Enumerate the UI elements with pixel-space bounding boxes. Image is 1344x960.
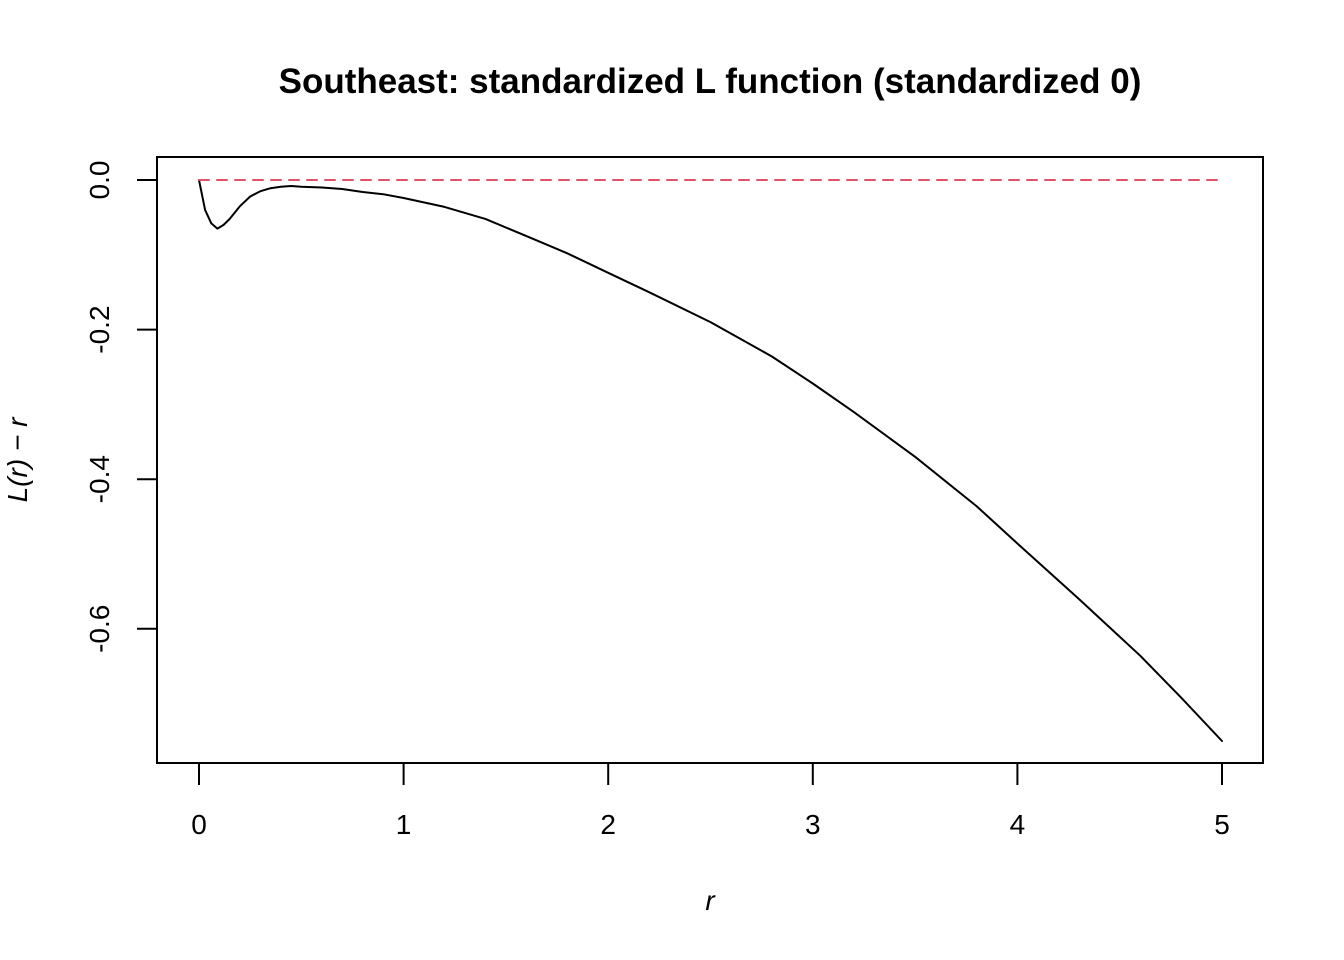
y-axis-label: L(r) − r: [2, 416, 33, 502]
x-axis-label: r: [705, 885, 716, 916]
y-tick-label-2: -0.4: [84, 455, 115, 503]
chart-title: Southeast: standardized L function (stan…: [279, 62, 1142, 101]
x-axis: 0 1 2 3 4 5: [191, 763, 1230, 840]
x-tick-label-0: 0: [191, 809, 207, 840]
y-tick-label-3: -0.6: [84, 605, 115, 653]
x-tick-label-3: 3: [805, 809, 821, 840]
y-tick-label-0: 0.0: [84, 161, 115, 200]
series-line-0: [198, 179, 1223, 742]
x-tick-label-1: 1: [396, 809, 412, 840]
y-axis: 0.0 -0.2 -0.4 -0.6: [84, 161, 157, 653]
x-tick-label-2: 2: [600, 809, 616, 840]
x-tick-label-5: 5: [1214, 809, 1230, 840]
y-tick-label-1: -0.2: [84, 305, 115, 353]
x-tick-label-4: 4: [1010, 809, 1026, 840]
plot-frame: [156, 156, 1264, 764]
series-layer: [198, 179, 1223, 742]
